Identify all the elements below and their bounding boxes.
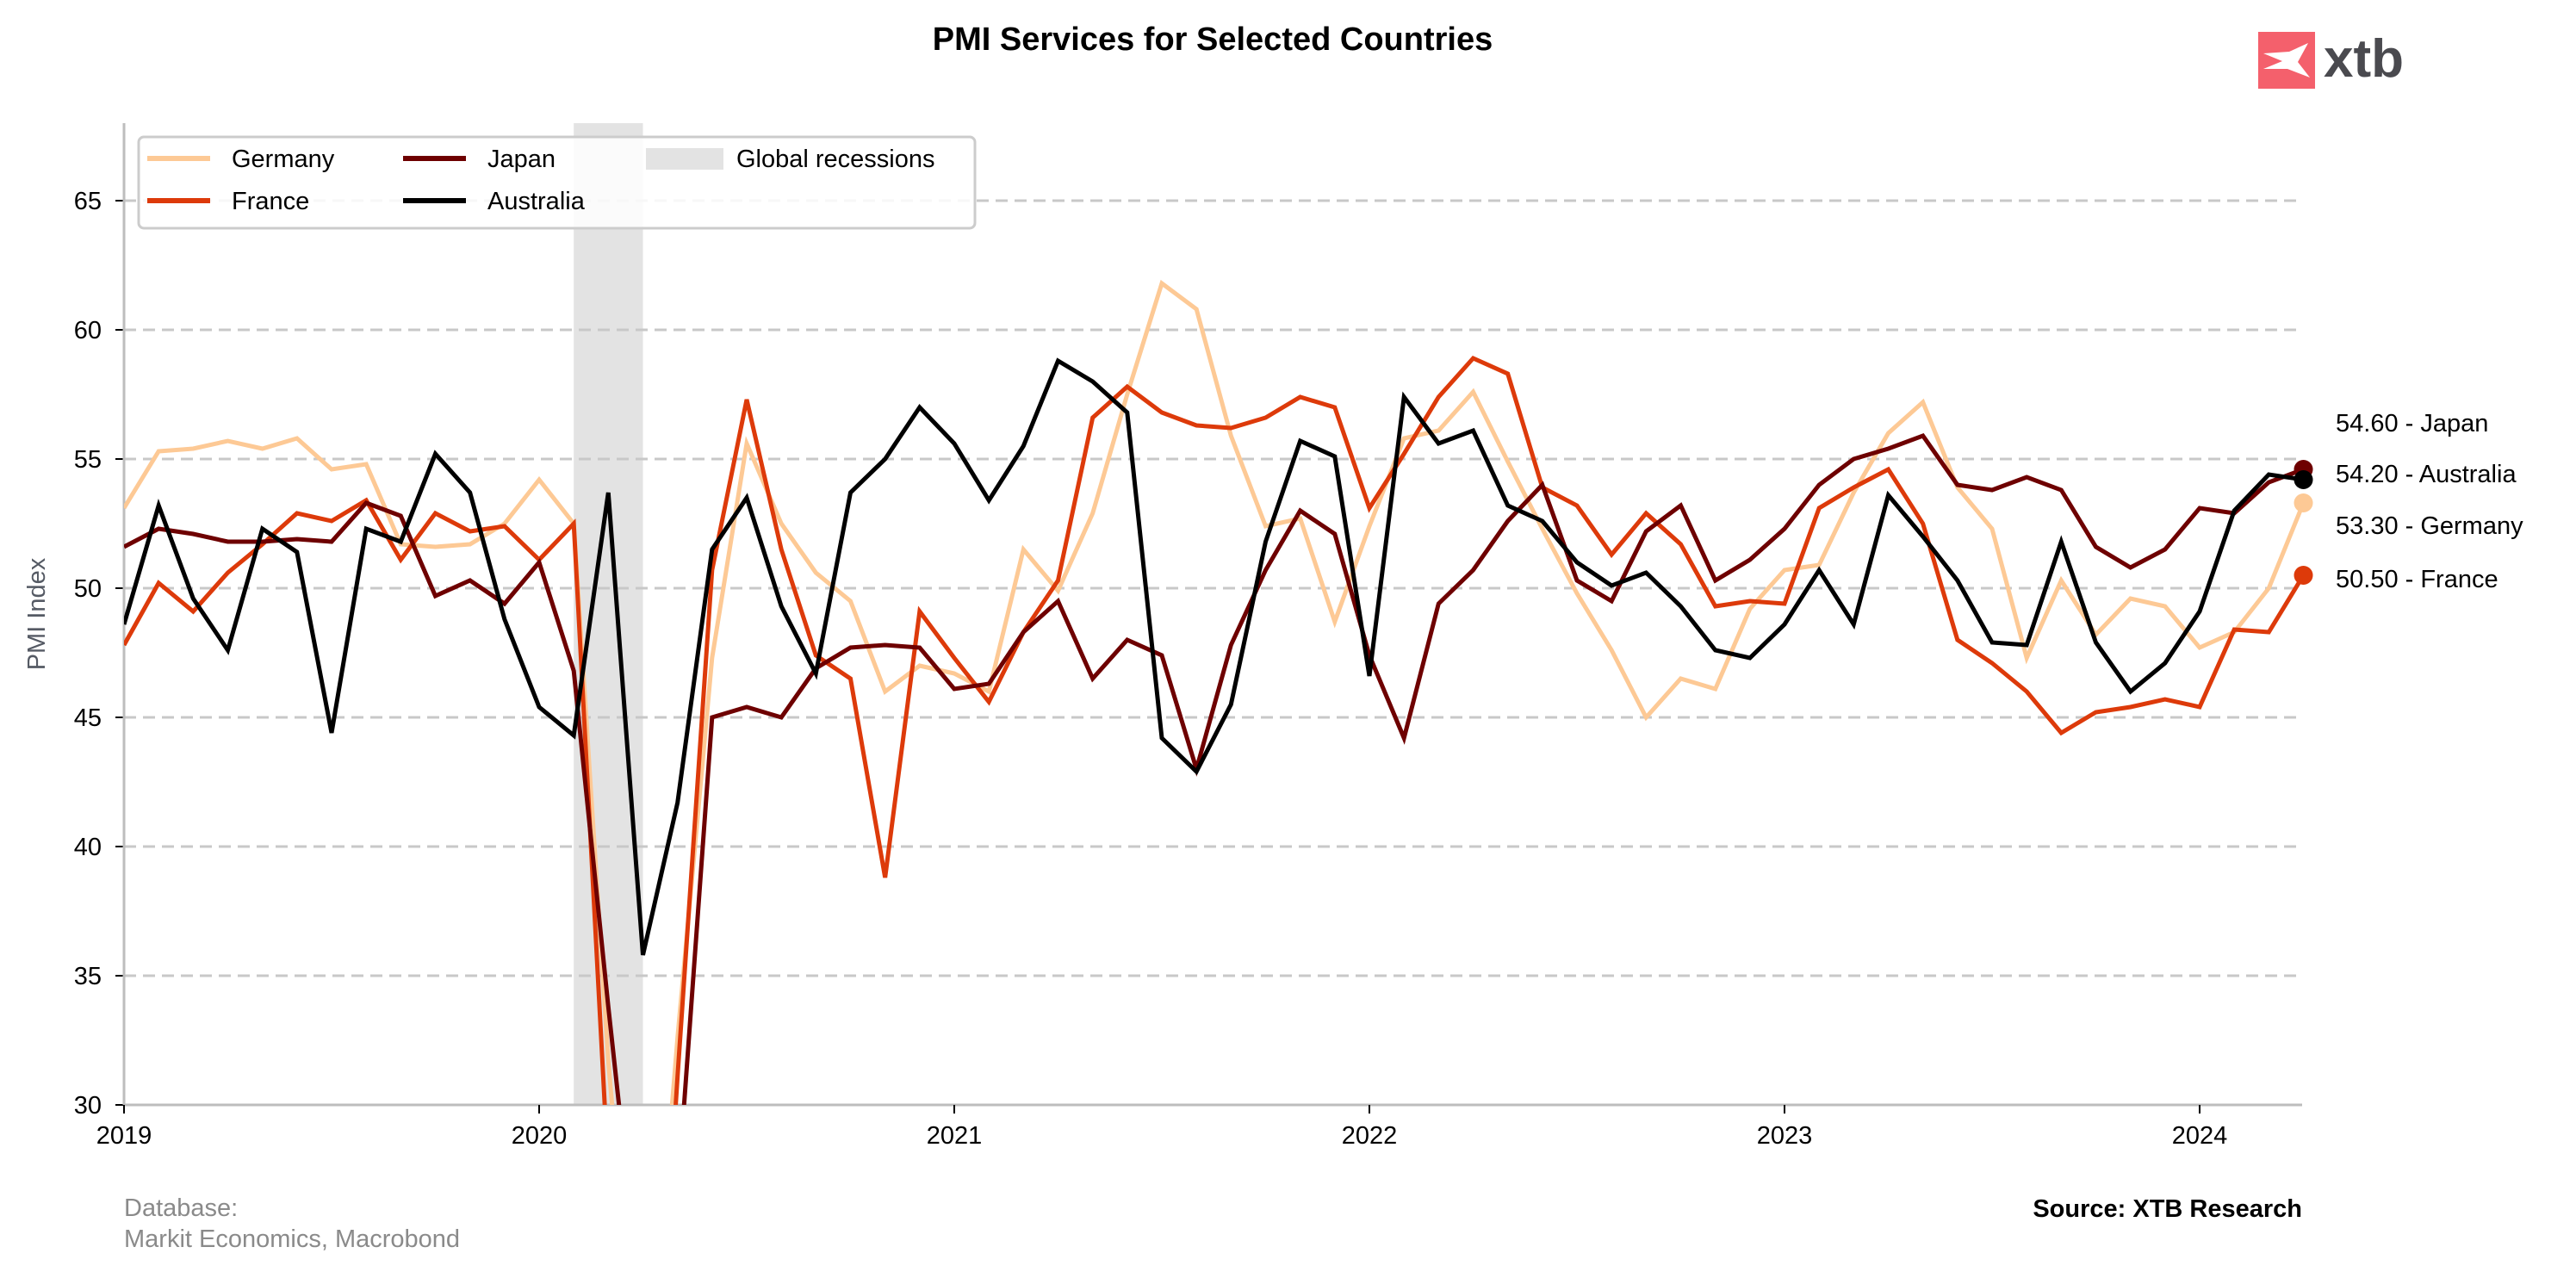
end-marker-australia (2294, 470, 2313, 489)
y-tick-label: 40 (74, 834, 102, 861)
recession-bands (574, 123, 643, 1105)
end-label-australia: 54.20 - Australia (2336, 461, 2517, 488)
end-label-germany: 53.30 - Germany (2336, 512, 2523, 540)
legend-label-australia: Australia (487, 188, 586, 215)
end-marker-germany (2294, 493, 2313, 512)
y-tick-label: 30 (74, 1092, 102, 1120)
source-label: Source: XTB Research (2033, 1195, 2302, 1223)
y-tick-label: 35 (74, 963, 102, 990)
xtb-logo: xtb (2258, 29, 2404, 89)
legend-box (137, 135, 977, 230)
chart-title: PMI Services for Selected Countries (933, 22, 1493, 58)
x-tick-label: 2023 (1757, 1122, 1813, 1150)
legend-label-france: France (232, 188, 309, 215)
database-label: Database: (124, 1194, 238, 1222)
end-marker-france (2294, 566, 2313, 585)
y-tick-label: 55 (74, 446, 102, 474)
y-tick-label: 60 (74, 317, 102, 344)
legend-label-germany: Germany (232, 146, 335, 173)
end-label-japan: 54.60 - Japan (2336, 410, 2488, 437)
end-label-france: 50.50 - France (2336, 566, 2498, 593)
axes: 30 35 40 45 50 55 60 65 2019 2020 2021 2022 2023 2024 (74, 123, 2302, 1150)
legend-swatch-recessions (646, 148, 723, 170)
x-tick-label: 2020 (512, 1122, 568, 1150)
series-line-germany (124, 279, 2306, 1105)
legend: Germany France Japan Australia Global recess… (137, 135, 977, 230)
y-tick-label: 50 (74, 575, 102, 603)
recession-band (574, 123, 643, 1105)
legend-label-recessions: Global recessions (736, 146, 935, 173)
x-tick-label: 2019 (96, 1122, 152, 1150)
series-lines (124, 279, 2306, 1105)
logo-text: xtb (2324, 29, 2404, 89)
y-tick-label: 65 (74, 188, 102, 215)
database-sources: Markit Economics, Macrobond (124, 1225, 460, 1253)
y-tick-label: 45 (74, 704, 102, 732)
series-end-markers: 54.60 - Japan 54.20 - Australia 53.30 - Ge… (2294, 410, 2523, 593)
y-axis-label: PMI Index (23, 557, 51, 670)
series-line-australia (124, 357, 2304, 956)
x-tick-label: 2022 (1342, 1122, 1398, 1150)
x-tick-label: 2024 (2172, 1122, 2228, 1150)
legend-label-japan: Japan (487, 146, 556, 173)
series-line-japan (124, 432, 2305, 1105)
series-line-france (124, 355, 2306, 1105)
xtb-x-glyph-icon (2263, 43, 2310, 78)
x-tick-label: 2021 (927, 1122, 983, 1150)
